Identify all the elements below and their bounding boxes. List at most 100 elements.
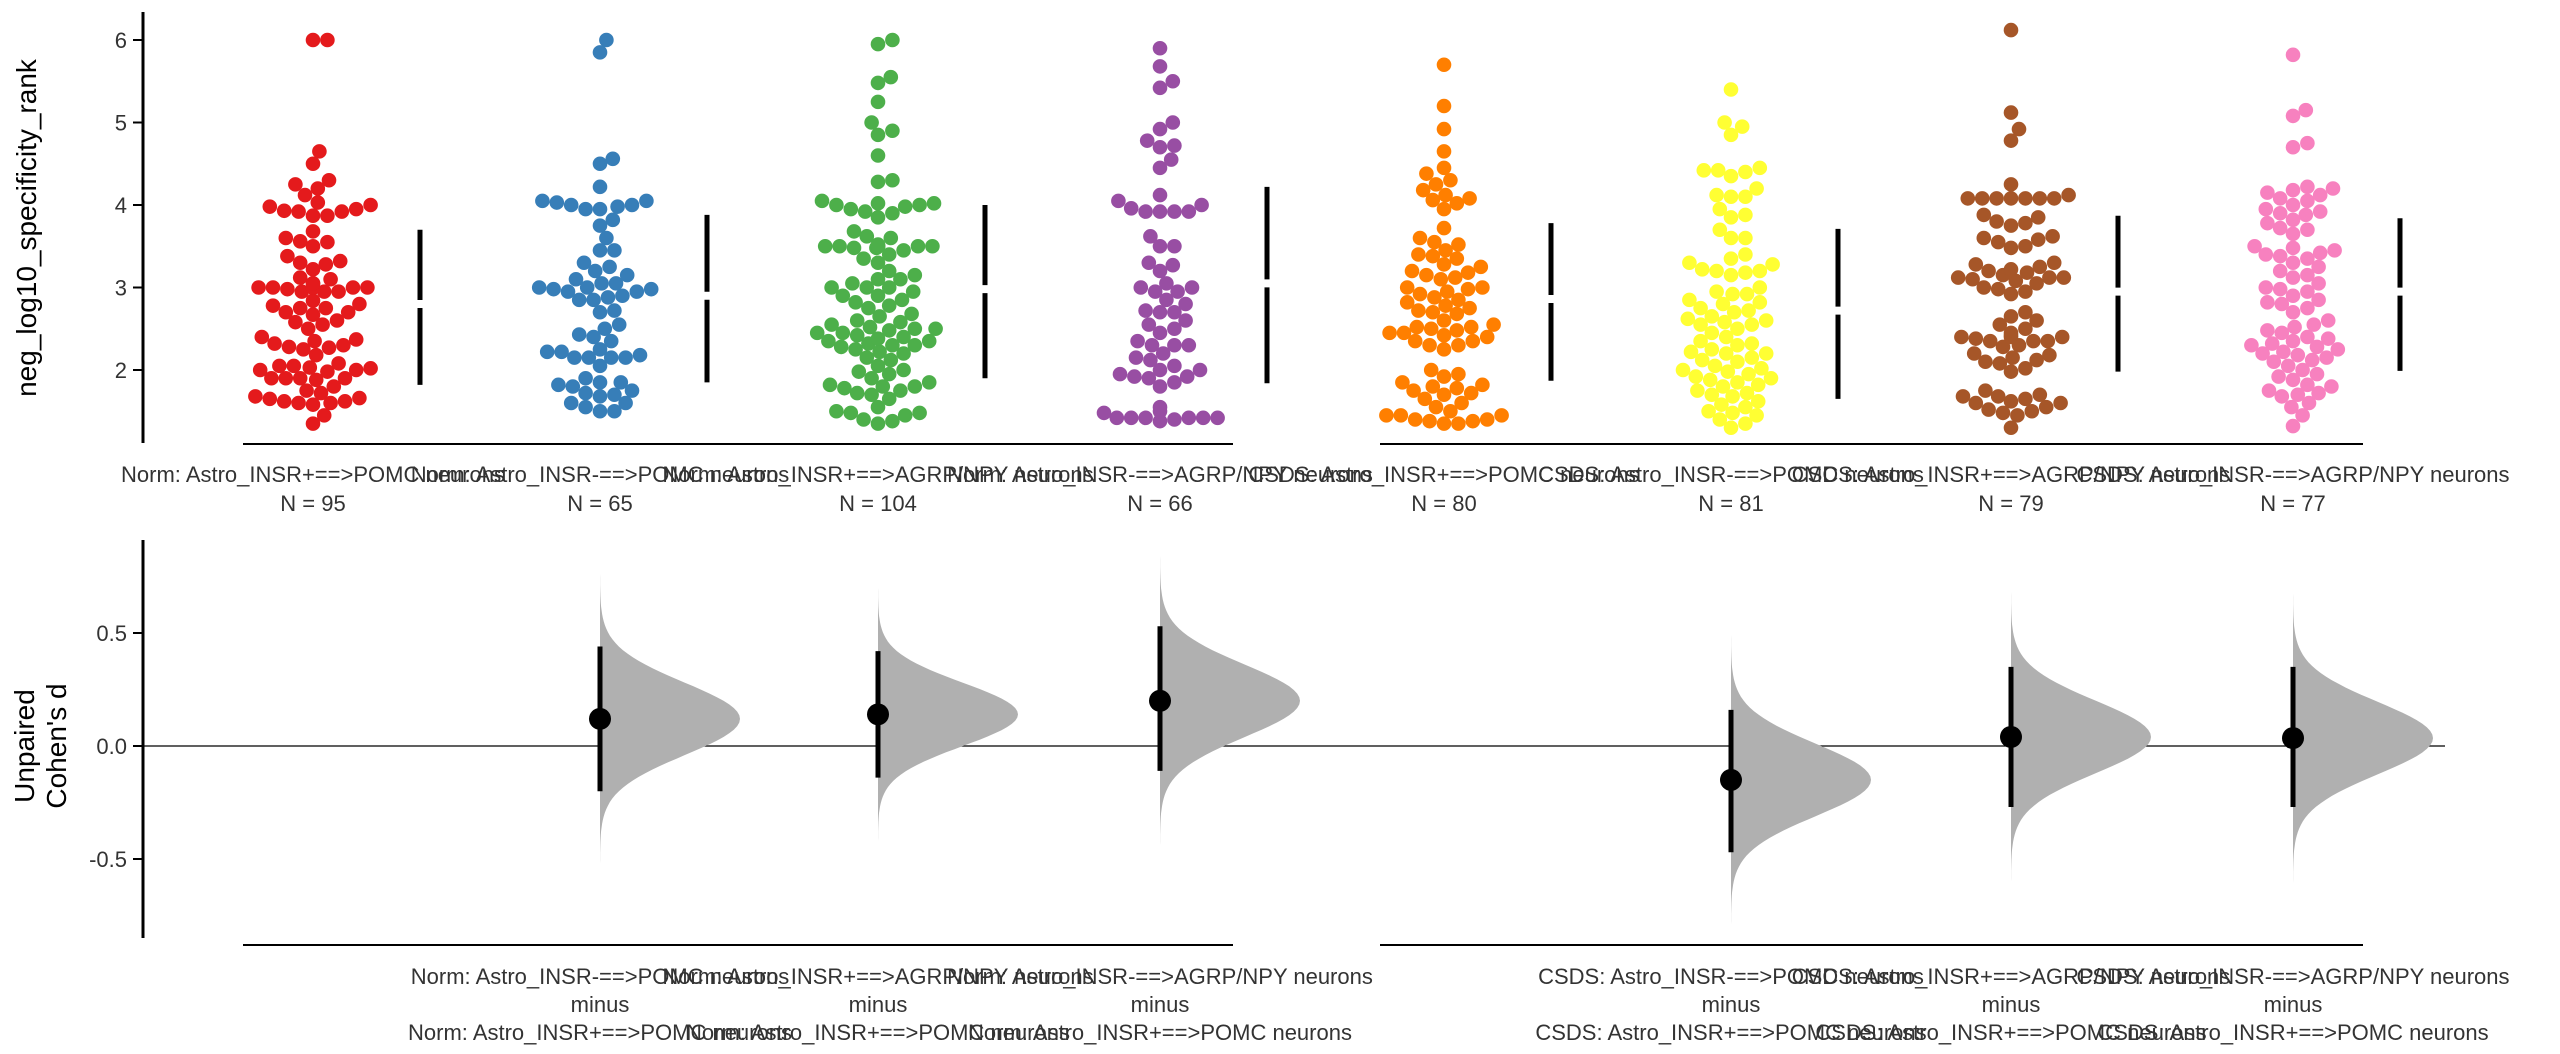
swarm-point xyxy=(1710,163,1726,178)
swarm-point xyxy=(302,360,318,375)
swarm-point xyxy=(846,224,862,239)
swarm-point xyxy=(267,336,282,351)
swarm-point xyxy=(2285,255,2301,271)
swarm-point xyxy=(1423,321,1439,337)
swarm-point xyxy=(1178,296,1193,312)
swarm-point xyxy=(1989,214,2004,229)
swarm-point xyxy=(299,383,314,398)
swarm-point xyxy=(1425,192,1441,208)
swarm-point xyxy=(291,204,306,219)
swarm-point xyxy=(2264,336,2280,351)
swarm-point xyxy=(1163,152,1179,167)
swarm-point xyxy=(615,288,630,304)
swarm-point xyxy=(1139,133,1155,148)
swarm-group xyxy=(1950,22,2076,436)
swarm-point xyxy=(1123,410,1139,426)
swarm-point xyxy=(2300,179,2315,195)
swarm-point xyxy=(2300,267,2315,283)
swarm-point xyxy=(1152,204,1168,219)
swarm-point xyxy=(1379,408,1394,423)
swarm-point xyxy=(835,325,851,341)
swarm-point xyxy=(1734,119,1750,134)
swarm-point xyxy=(2312,245,2328,261)
swarm-point xyxy=(586,329,601,345)
swarm-point xyxy=(2320,331,2336,346)
swarm-point xyxy=(2309,339,2325,355)
swarm-point xyxy=(1436,160,1452,176)
swarm-point xyxy=(2319,350,2334,365)
swarm-point xyxy=(1682,292,1697,308)
swarm-point xyxy=(845,276,860,291)
swarm-point xyxy=(310,181,326,196)
swarm-point xyxy=(1675,362,1691,378)
swarm-point xyxy=(1181,337,1197,353)
swarm-point xyxy=(280,281,295,297)
group-label: Norm: Astro_INSR-==>AGRP/NPY neurons xyxy=(947,462,1373,487)
swarm-point xyxy=(2024,403,2040,419)
bootstrap-distribution xyxy=(600,567,740,871)
swarm-point xyxy=(2285,333,2301,349)
swarm-point xyxy=(2032,387,2048,403)
swarm-point xyxy=(1436,121,1452,137)
swarm-point xyxy=(2018,238,2033,254)
swarm-point xyxy=(2287,319,2302,335)
swarm-point xyxy=(870,196,886,211)
swarm-point xyxy=(2330,342,2346,357)
swarm-point xyxy=(262,199,278,214)
swarm-point xyxy=(1723,127,1739,143)
swarm-point xyxy=(1427,234,1442,250)
swarm-point xyxy=(1419,166,1434,181)
comparison-test-label: Norm: Astro_INSR+==>AGRP/NPY neurons xyxy=(662,964,1093,989)
swarm-point xyxy=(1714,397,1729,412)
swarm-point xyxy=(1968,331,1984,346)
swarm-point xyxy=(2300,329,2315,345)
swarm-point xyxy=(881,391,897,407)
swarm-point xyxy=(1425,248,1441,264)
swarm-point xyxy=(2260,323,2275,338)
swarm-point xyxy=(360,280,375,295)
swarm-point xyxy=(905,284,921,299)
comparison-minus-label: minus xyxy=(1702,992,1761,1017)
swarm-point xyxy=(1704,325,1720,341)
swarm-point xyxy=(1449,323,1465,338)
top-y-tick-label: 2 xyxy=(115,358,127,383)
swarm-point xyxy=(2003,240,2019,256)
swarm-point xyxy=(2005,350,2020,365)
swarm-point xyxy=(870,210,886,225)
swarm-point xyxy=(607,403,622,419)
swarm-point xyxy=(2285,47,2301,63)
swarm-point xyxy=(2327,243,2342,258)
swarm-point xyxy=(1744,350,1760,365)
swarm-point xyxy=(2247,238,2262,254)
swarm-point xyxy=(1966,346,1982,361)
swarm-point xyxy=(1981,402,1996,417)
swarm-point xyxy=(578,201,593,217)
effect-size-point xyxy=(1720,768,1742,791)
swarm-point xyxy=(2046,191,2062,206)
swarm-point xyxy=(1436,387,1452,403)
swarm-point xyxy=(1723,82,1739,97)
swarm-point xyxy=(1995,339,2011,355)
swarm-point xyxy=(262,391,278,407)
swarm-point xyxy=(1738,207,1753,223)
swarm-point xyxy=(1475,280,1490,295)
swarm-point xyxy=(848,342,863,357)
swarm-point xyxy=(1438,243,1453,258)
swarm-point xyxy=(1396,325,1412,341)
swarm-point xyxy=(1159,276,1174,291)
swarm-point xyxy=(1111,193,1126,209)
swarm-point xyxy=(2312,204,2328,219)
swarm-groups xyxy=(248,22,2346,436)
swarm-point xyxy=(1741,366,1756,382)
comparison-minus-label: minus xyxy=(1131,992,1190,1017)
swarm-point xyxy=(2003,218,2019,233)
swarm-point xyxy=(817,238,833,254)
swarm-point xyxy=(1752,295,1768,310)
swarm-point xyxy=(1184,280,1200,295)
swarm-point xyxy=(321,172,337,188)
swarm-point xyxy=(2056,270,2072,285)
swarm-point xyxy=(843,405,859,421)
swarm-point xyxy=(2300,135,2315,151)
swarm-point xyxy=(2003,262,2019,277)
